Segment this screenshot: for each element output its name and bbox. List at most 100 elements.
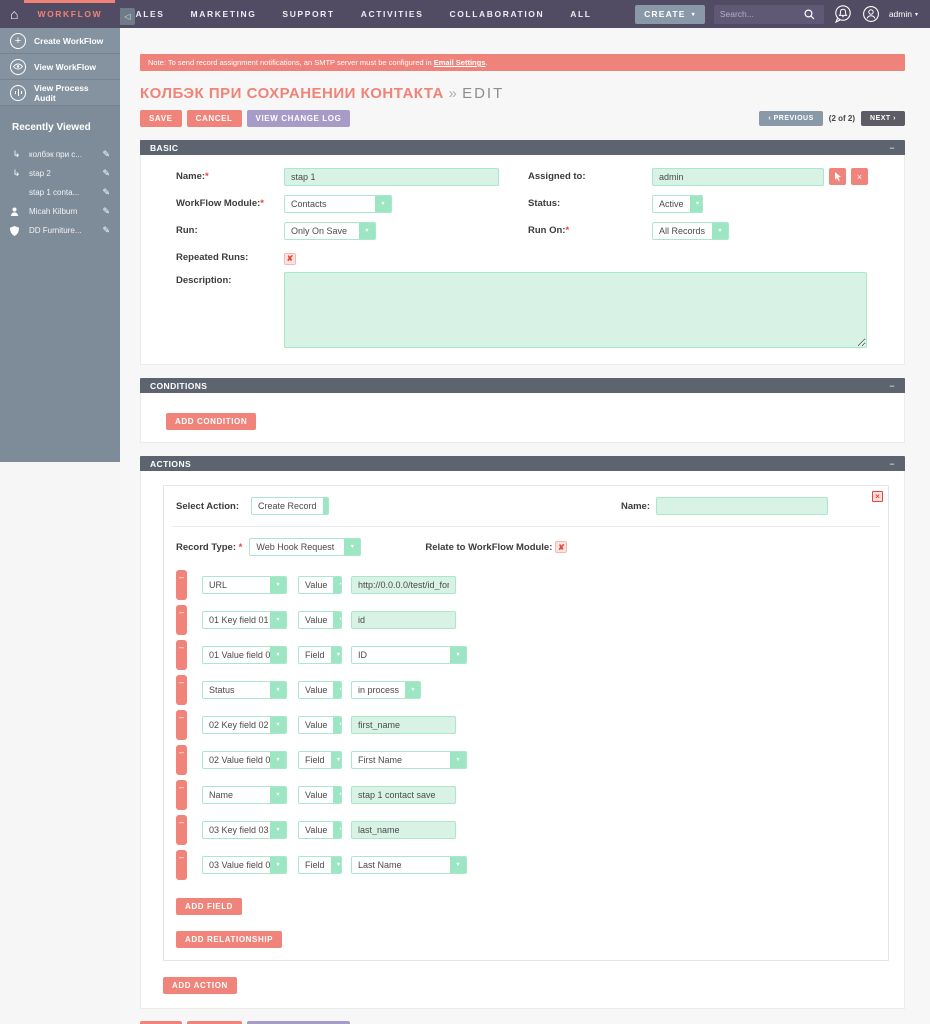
field-name-select[interactable]: 03 Value field 03 ▼ — [202, 856, 287, 874]
nav-item-workflow[interactable]: WORKFLOW — [24, 0, 115, 28]
sidebar-item-view-workflow[interactable]: View WorkFlow — [0, 54, 120, 80]
field-value-select[interactable]: First Name ▼ — [351, 751, 467, 769]
drag-handle[interactable]: – — [176, 710, 187, 740]
edit-pencil-icon[interactable]: ✎ — [102, 149, 110, 159]
add-action-button[interactable]: ADD ACTION — [163, 977, 237, 994]
conditions-panel-header[interactable]: CONDITIONS − — [140, 378, 905, 393]
recent-item[interactable]: DD Furniture... ✎ — [10, 221, 110, 240]
view-change-log-button[interactable]: VIEW CHANGE LOG — [246, 110, 351, 127]
field-name-select[interactable]: Status ▼ — [202, 681, 287, 699]
notifications-bell-icon[interactable] — [833, 4, 853, 24]
collapse-minus-icon[interactable]: − — [889, 142, 895, 153]
nav-item-all[interactable]: ALL — [570, 9, 592, 19]
field-name-select[interactable]: 01 Key field 01 ▼ — [202, 611, 287, 629]
recent-item[interactable]: ↳ колбэк при с... ✎ — [10, 145, 110, 164]
field-name-select[interactable]: 01 Value field 01 ▼ — [202, 646, 287, 664]
user-menu[interactable]: admin ▾ — [889, 9, 918, 19]
recent-item[interactable]: ↳ stap 2 ✎ — [10, 164, 110, 183]
field-name-select[interactable]: Name ▼ — [202, 786, 287, 804]
nav-item-marketing[interactable]: MARKETING — [190, 9, 257, 19]
home-icon[interactable]: ⌂ — [10, 6, 19, 22]
value-type-select[interactable]: Field ▼ — [298, 646, 342, 664]
record-type-select[interactable]: Web Hook Request ▼ — [249, 538, 362, 556]
run-on-select[interactable]: All Records ▼ — [652, 222, 729, 240]
description-field[interactable] — [284, 272, 867, 348]
assigned-to-field[interactable] — [652, 167, 824, 186]
drag-handle[interactable]: – — [176, 570, 187, 600]
run-select[interactable]: Only On Save ▼ — [284, 222, 376, 240]
value-field[interactable] — [351, 716, 456, 734]
drag-handle[interactable]: – — [176, 605, 187, 635]
nav-item-sales[interactable]: SALES — [128, 9, 165, 19]
value-type-select[interactable]: Value ▼ — [298, 786, 342, 804]
add-relationship-button[interactable]: ADD RELATIONSHIP — [176, 931, 283, 948]
note-suffix: . — [485, 58, 488, 67]
collapse-minus-icon[interactable]: − — [889, 458, 895, 469]
recent-item[interactable]: Micah Kilburn ✎ — [10, 202, 110, 221]
view-change-log-button[interactable]: VIEW CHANGE LOG — [246, 1021, 351, 1024]
drag-handle[interactable]: – — [176, 780, 187, 810]
user-avatar-icon[interactable] — [862, 5, 880, 23]
edit-pencil-icon[interactable]: ✎ — [102, 206, 110, 216]
value-field[interactable] — [351, 611, 456, 629]
recent-item[interactable]: stap 1 conta... ✎ — [10, 183, 110, 202]
drag-handle[interactable]: – — [176, 745, 187, 775]
sidebar-item-view-process-audit[interactable]: View Process Audit — [0, 80, 120, 106]
nav-item-activities[interactable]: ACTIVITIES — [360, 9, 424, 19]
select-user-button[interactable] — [829, 168, 846, 185]
cancel-button[interactable]: CANCEL — [186, 110, 242, 127]
field-name-select[interactable]: 02 Key field 02 ▼ — [202, 716, 287, 734]
field-name-select[interactable]: 02 Value field 02 ▼ — [202, 751, 287, 769]
value-type-select[interactable]: Value ▼ — [298, 576, 342, 594]
nav-item-support[interactable]: SUPPORT — [282, 9, 335, 19]
search-input[interactable] — [719, 9, 804, 19]
value-field[interactable] — [351, 821, 456, 839]
sidebar-collapse-button[interactable]: ◁ — [120, 8, 135, 25]
field-name-select[interactable]: URL ▼ — [202, 576, 287, 594]
collapse-minus-icon[interactable]: − — [889, 380, 895, 391]
workflow-module-select[interactable]: Contacts ▼ — [284, 195, 392, 213]
create-button[interactable]: CREATE ▾ — [635, 4, 705, 24]
status-value-select[interactable]: in process ▼ — [351, 681, 421, 699]
status-select[interactable]: Active ▼ — [652, 195, 703, 213]
previous-button[interactable]: ‹ PREVIOUS — [759, 111, 823, 126]
save-button[interactable]: SAVE — [140, 110, 182, 127]
name-field[interactable] — [284, 168, 499, 186]
basic-panel-header[interactable]: BASIC − — [140, 140, 905, 155]
field-name-select[interactable]: 03 Key field 03 ▼ — [202, 821, 287, 839]
clear-user-button[interactable]: × — [851, 168, 868, 185]
edit-pencil-icon[interactable]: ✎ — [102, 187, 110, 197]
value-type-select[interactable]: Field ▼ — [298, 856, 342, 874]
value-type-select[interactable]: Value ▼ — [298, 821, 342, 839]
actions-panel-header[interactable]: ACTIONS − — [140, 456, 905, 471]
save-button[interactable]: SAVE — [140, 1021, 182, 1024]
value-type-select[interactable]: Value ▼ — [298, 716, 342, 734]
add-condition-button[interactable]: ADD CONDITION — [166, 413, 257, 430]
drag-handle[interactable]: – — [176, 675, 187, 705]
next-button[interactable]: NEXT › — [861, 111, 905, 126]
email-settings-link[interactable]: Email Settings — [433, 58, 486, 67]
relate-to-module-checkbox[interactable]: ✘ — [555, 541, 568, 553]
value-type-select[interactable]: Field ▼ — [298, 751, 342, 769]
add-field-button[interactable]: ADD FIELD — [176, 898, 243, 915]
global-search[interactable] — [713, 4, 824, 24]
value-field[interactable] — [351, 786, 456, 804]
search-icon[interactable] — [804, 8, 815, 20]
value-field[interactable] — [351, 576, 456, 594]
repeated-runs-checkbox[interactable]: ✘ — [284, 252, 296, 265]
sidebar-item-create-workflow[interactable]: + Create WorkFlow — [0, 28, 120, 54]
action-name-field[interactable] — [656, 497, 828, 515]
field-value-select[interactable]: ID ▼ — [351, 646, 467, 664]
drag-handle[interactable]: – — [176, 640, 187, 670]
value-type-select[interactable]: Value ▼ — [298, 681, 342, 699]
select-action-select[interactable]: Create Record ▼ — [251, 497, 329, 515]
nav-item-collaboration[interactable]: COLLABORATION — [449, 9, 545, 19]
drag-handle[interactable]: – — [176, 815, 187, 845]
cancel-button[interactable]: CANCEL — [186, 1021, 242, 1024]
value-type-select[interactable]: Value ▼ — [298, 611, 342, 629]
field-value-select[interactable]: Last Name ▼ — [351, 856, 467, 874]
edit-pencil-icon[interactable]: ✎ — [102, 225, 110, 235]
edit-pencil-icon[interactable]: ✎ — [102, 168, 110, 178]
drag-handle[interactable]: – — [176, 850, 187, 880]
remove-action-button[interactable]: × — [872, 491, 883, 502]
